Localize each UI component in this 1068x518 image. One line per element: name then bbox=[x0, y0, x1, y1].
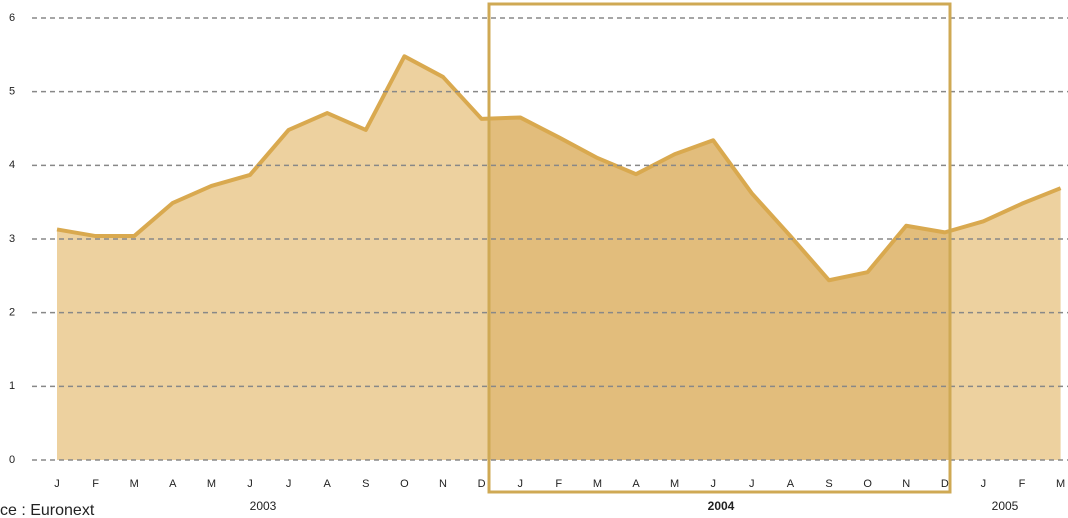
x-tick-label: S bbox=[362, 478, 369, 490]
x-tick-label: M bbox=[207, 478, 216, 490]
x-tick-label: N bbox=[902, 478, 910, 490]
x-tick-label: A bbox=[787, 478, 795, 490]
y-tick-label: 0 bbox=[9, 454, 15, 466]
x-tick-label: D bbox=[478, 478, 486, 490]
x-tick-label: O bbox=[863, 478, 872, 490]
x-tick-label: M bbox=[670, 478, 679, 490]
line bbox=[56, 54, 1062, 283]
year-label: 2005 bbox=[992, 499, 1019, 513]
x-tick-label: J bbox=[54, 478, 60, 490]
x-tick-label: D bbox=[941, 478, 949, 490]
x-tick-label: A bbox=[632, 478, 640, 490]
x-tick-label: F bbox=[1019, 478, 1026, 490]
x-tick-label: O bbox=[400, 478, 409, 490]
x-tick-label: A bbox=[169, 478, 177, 490]
y-tick-label: 5 bbox=[9, 86, 15, 98]
x-tick-label: M bbox=[1056, 478, 1065, 490]
year-label: 2003 bbox=[250, 499, 277, 513]
source: ce : Euronext bbox=[0, 502, 95, 518]
x-tick-label: J bbox=[710, 478, 716, 490]
x-tick-label: A bbox=[324, 478, 332, 490]
x-tick-label: J bbox=[517, 478, 523, 490]
y-tick-label: 2 bbox=[9, 307, 15, 319]
x-tick-label: M bbox=[593, 478, 602, 490]
y-tick-label: 6 bbox=[9, 12, 15, 24]
y-tick-label: 3 bbox=[9, 233, 15, 245]
x-tick-label: J bbox=[749, 478, 755, 490]
year-label: 2004 bbox=[708, 499, 735, 513]
x-tick-label: F bbox=[92, 478, 99, 490]
x-tick-label: J bbox=[247, 478, 253, 490]
x-tick-label: J bbox=[981, 478, 987, 490]
x-tick-label: F bbox=[555, 478, 562, 490]
x-tick-label: J bbox=[286, 478, 292, 490]
y-tick-label: 4 bbox=[9, 159, 15, 171]
x-tick-label: S bbox=[825, 478, 832, 490]
x-tick-label: N bbox=[439, 478, 447, 490]
y-tick-label: 1 bbox=[9, 380, 15, 392]
highlight-box bbox=[487, 2, 952, 494]
x-tick-label: M bbox=[130, 478, 139, 490]
area-highlight bbox=[489, 117, 950, 460]
